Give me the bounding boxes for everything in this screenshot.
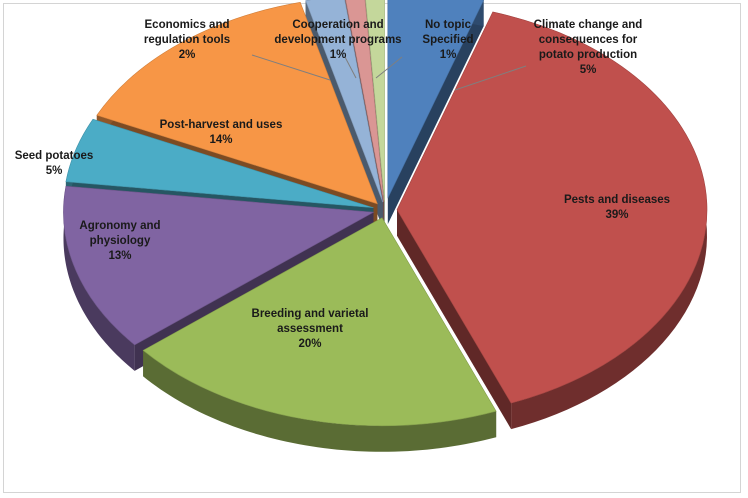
slice-label-line: consequences for (539, 34, 638, 46)
slice-label-line: Breeding and varietal (252, 308, 369, 320)
slice-seed-potatoes (65, 118, 374, 209)
slice-value-label: 5% (46, 165, 63, 177)
slice-label-line: No topic (425, 19, 472, 31)
slice-label-line: physiology (90, 235, 151, 247)
slice-pests-and-diseases (396, 11, 708, 404)
slice-label-pests-and-diseases: Pests and diseases 39% (564, 194, 670, 221)
leader-lines (251, 54, 527, 91)
pie-tops (63, 0, 708, 427)
slice-label-line: Economics and (145, 19, 230, 31)
leader-line-cooperation-and-development-programs (344, 56, 357, 79)
slice-label-line: Agronomy and (79, 220, 160, 232)
slice-label-line: assessment (277, 323, 343, 335)
leader-line-no-topic-specified (375, 56, 403, 79)
slice-value-label: 5% (580, 64, 597, 76)
slice-label-line: Post-harvest and uses (160, 119, 283, 131)
slice-label-breeding-and-varietal-assessment: Breeding and varietal assessment 20% (252, 308, 369, 350)
slice-label-line: Climate change and (534, 19, 643, 31)
slice-labels: Climate change and consequences for potato… (15, 19, 670, 350)
slice-label-no-topic-specified: No topic Specified 1% (422, 19, 473, 61)
slice-value-label: 1% (330, 49, 347, 61)
slice-no-topic-specified (365, 0, 385, 202)
slice-label-post-harvest-and-uses: Post-harvest and uses 14% (160, 119, 283, 146)
slice-value-label: 1% (440, 49, 457, 61)
slice-agronomy-and-physiology (63, 185, 375, 346)
slice-label-line: Specified (422, 34, 473, 46)
slice-climate-change-and-consequences-for-potato-production (387, 0, 485, 199)
slice-label-seed-potatoes: Seed potatoes 5% (15, 150, 94, 177)
slice-label-economics-and-regulation-tools: Economics and regulation tools 2% (144, 19, 230, 61)
slice-value-label: 14% (209, 134, 232, 146)
leader-line-economics-and-regulation-tools (251, 54, 331, 81)
slice-value-label: 13% (108, 250, 131, 262)
slice-post-harvest-and-uses (96, 1, 378, 205)
slice-value-label: 2% (179, 49, 196, 61)
leader-line-climate-change-and-consequences-for-potato-production (454, 65, 527, 91)
slice-label-line: Cooperation and (292, 19, 383, 31)
slice-value-label: 20% (298, 338, 321, 350)
slice-economics-and-regulation-tools (305, 0, 384, 203)
slice-label-line: Seed potatoes (15, 150, 94, 162)
slice-label-line: potato production (539, 49, 637, 61)
slice-value-label: 39% (605, 209, 628, 221)
slice-breeding-and-varietal-assessment (142, 217, 497, 427)
slice-cooperation-and-development-programs (345, 0, 385, 203)
slice-label-agronomy-and-physiology: Agronomy and physiology 13% (79, 220, 160, 262)
slice-label-line: regulation tools (144, 34, 230, 46)
slice-label-cooperation-and-development-programs: Cooperation and development programs 1% (274, 19, 401, 61)
slice-label-line: development programs (274, 34, 401, 46)
slice-label-climate-change-and-consequences-for-potato-production: Climate change and consequences for potato… (534, 19, 643, 76)
slice-label-line: Pests and diseases (564, 194, 670, 206)
